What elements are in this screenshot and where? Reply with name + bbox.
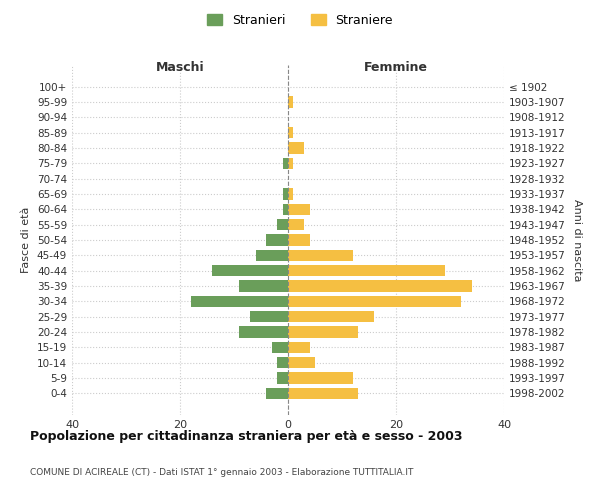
Bar	[239, 280, 288, 292]
Text: Popolazione per cittadinanza straniera per età e sesso - 2003: Popolazione per cittadinanza straniera p…	[30, 430, 463, 443]
Bar	[283, 188, 288, 200]
Bar	[288, 188, 293, 200]
Bar	[288, 204, 310, 215]
Y-axis label: Fasce di età: Fasce di età	[22, 207, 31, 273]
Bar	[212, 265, 288, 276]
Text: Maschi: Maschi	[155, 62, 205, 74]
Bar	[288, 250, 353, 261]
Bar	[191, 296, 288, 307]
Bar	[283, 204, 288, 215]
Bar	[288, 357, 315, 368]
Bar	[288, 372, 353, 384]
Y-axis label: Anni di nascita: Anni di nascita	[572, 198, 582, 281]
Bar	[266, 234, 288, 246]
Bar	[283, 158, 288, 169]
Bar	[288, 280, 472, 292]
Bar	[288, 342, 310, 353]
Bar	[288, 265, 445, 276]
Bar	[288, 388, 358, 399]
Bar	[288, 96, 293, 108]
Bar	[277, 357, 288, 368]
Bar	[288, 142, 304, 154]
Bar	[277, 372, 288, 384]
Bar	[288, 296, 461, 307]
Text: Femmine: Femmine	[364, 62, 428, 74]
Bar	[250, 311, 288, 322]
Bar	[272, 342, 288, 353]
Legend: Stranieri, Straniere: Stranieri, Straniere	[202, 8, 398, 32]
Text: COMUNE DI ACIREALE (CT) - Dati ISTAT 1° gennaio 2003 - Elaborazione TUTTITALIA.I: COMUNE DI ACIREALE (CT) - Dati ISTAT 1° …	[30, 468, 413, 477]
Bar	[277, 219, 288, 230]
Bar	[239, 326, 288, 338]
Bar	[288, 219, 304, 230]
Bar	[288, 127, 293, 138]
Bar	[266, 388, 288, 399]
Bar	[256, 250, 288, 261]
Bar	[288, 311, 374, 322]
Bar	[288, 326, 358, 338]
Bar	[288, 234, 310, 246]
Bar	[288, 158, 293, 169]
